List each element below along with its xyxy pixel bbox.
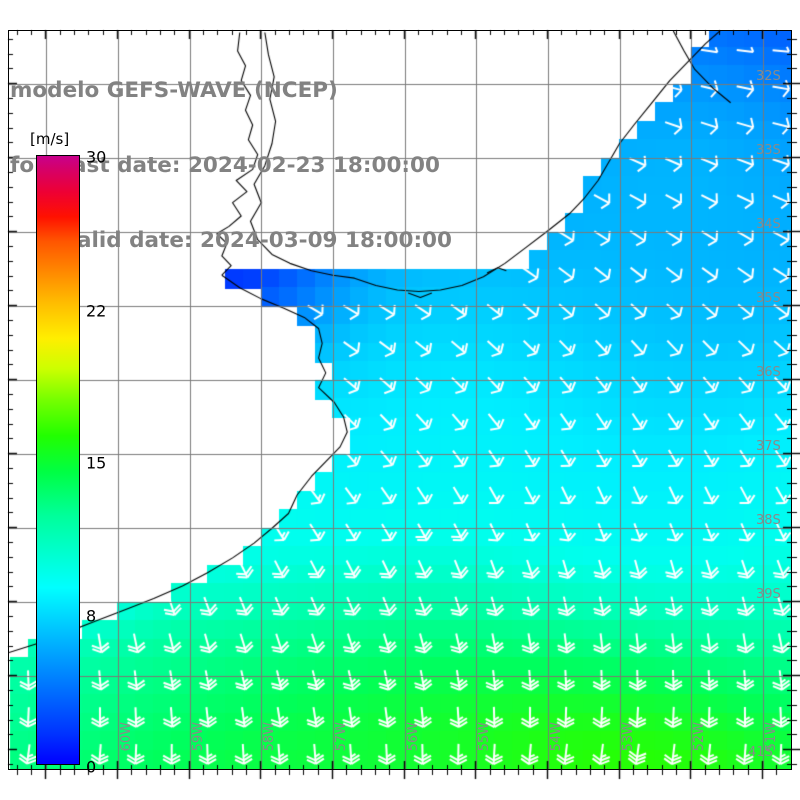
lat-tick-label: 32S (756, 69, 781, 85)
lon-tick-label: 53W (620, 722, 636, 752)
colorbar-tick-0: 0 (86, 757, 97, 777)
title-valid-date: valid date: 2024-03-09 18:00:00 (63, 228, 452, 253)
title-forecast-date: forecast date: 2024-02-23 18:00:00 (10, 153, 440, 178)
figure-title: modelo GEFS-WAVE (NCEP) forecast date: 2… (10, 28, 505, 303)
title-model: modelo GEFS-WAVE (NCEP) (10, 78, 338, 103)
colorbar-tick-22: 22 (86, 301, 107, 321)
lon-tick-label: 57W (333, 722, 349, 752)
lat-tick-label: 39S (756, 587, 781, 603)
lat-tick-label: 33S (756, 143, 781, 159)
corner-latitude-label: 41S (748, 745, 773, 760)
lon-tick-label: 52W (692, 722, 708, 752)
lat-tick-label: 38S (756, 513, 781, 529)
lat-tick-label: 35S (756, 291, 781, 307)
colorbar-tick-8: 8 (86, 606, 97, 626)
colorbar-tick-15: 15 (86, 453, 107, 473)
lon-tick-label: 58W (262, 722, 278, 752)
lat-tick-label: 36S (756, 365, 781, 381)
lon-tick-label: 55W (477, 722, 493, 752)
colorbar-gradient (36, 155, 80, 765)
lat-tick-label: 34S (756, 217, 781, 233)
lon-tick-label: 60W (118, 722, 134, 752)
colorbar-units-label: [m/s] (30, 130, 70, 148)
lon-tick-label: 54W (548, 722, 564, 752)
lon-tick-label: 56W (405, 722, 421, 752)
colorbar-tick-30: 30 (86, 147, 107, 167)
lon-tick-label: 59W (190, 722, 206, 752)
lat-tick-label: 37S (756, 439, 781, 455)
